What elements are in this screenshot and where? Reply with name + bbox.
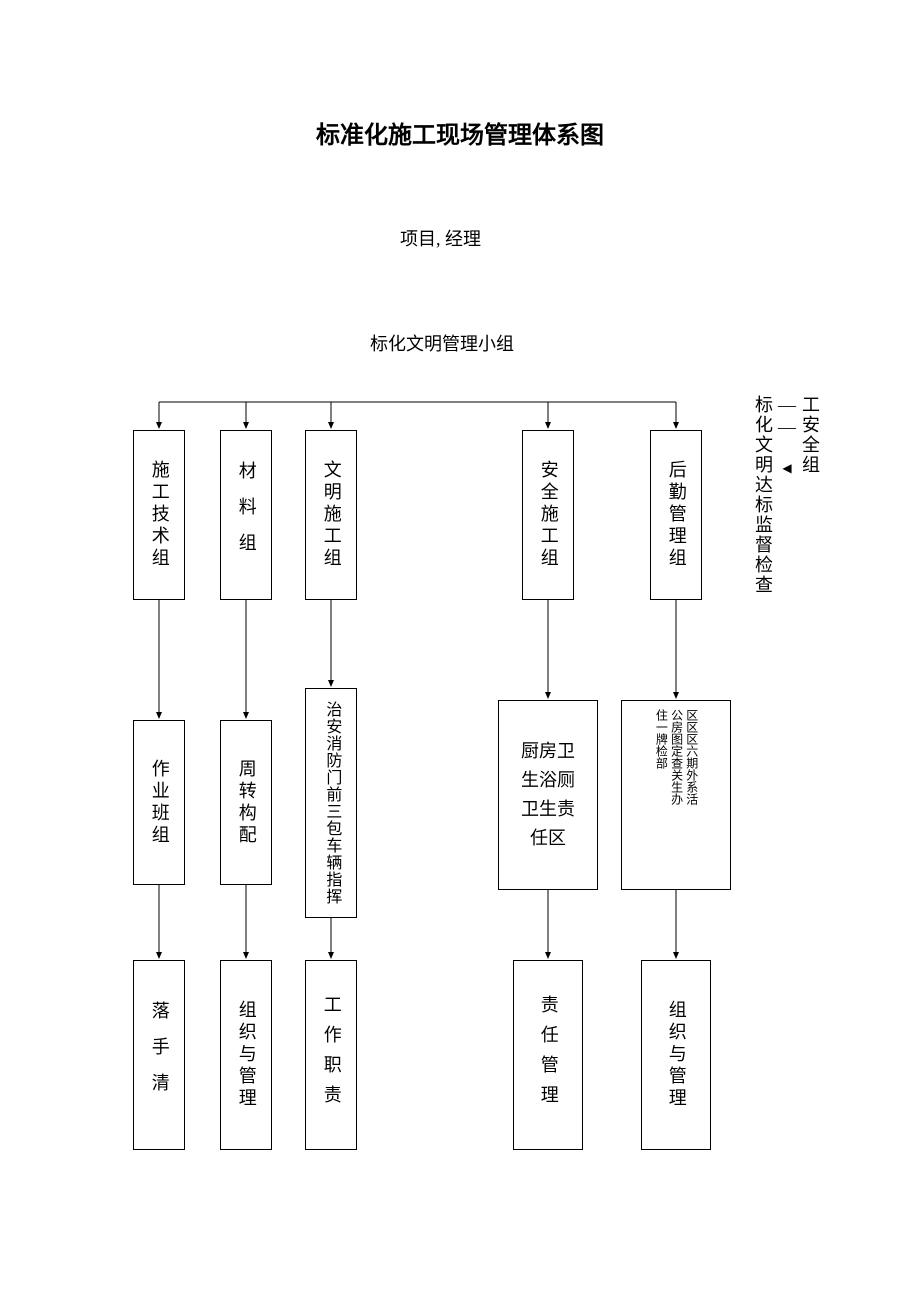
col2-row2-box: 治安消防门前三包车辆指挥 bbox=[305, 688, 357, 918]
col1-row1-text: 材料组 bbox=[234, 461, 257, 569]
col0-row1-box: 施工技术组 bbox=[133, 430, 185, 600]
col4-row1-box: 后勤管理组 bbox=[650, 430, 702, 600]
col2-row1-text: 文明施工组 bbox=[319, 460, 342, 570]
col1-row3-box: 组织与管理 bbox=[220, 960, 272, 1150]
col0-row1-text: 施工技术组 bbox=[147, 460, 170, 570]
col3-row1-box: 安全施工组 bbox=[522, 430, 574, 600]
col0-row3-text: 落手清 bbox=[147, 1001, 170, 1109]
col2-row3-text: 工作职责 bbox=[319, 995, 342, 1115]
col2-row1-box: 文明施工组 bbox=[305, 430, 357, 600]
col1-row1-box: 材料组 bbox=[220, 430, 272, 600]
col0-row2-box: 作业班组 bbox=[133, 720, 185, 885]
management-group-label: 标化文明管理小组 bbox=[370, 330, 514, 356]
col2-row2-text: 治安消防门前三包车辆指挥 bbox=[321, 701, 342, 905]
project-manager-label: 项目, 经理 bbox=[400, 225, 481, 251]
col3-row3-text: 责任管理 bbox=[536, 995, 559, 1115]
col1-row2-box: 周转构配 bbox=[220, 720, 272, 885]
col1-row2-text: 周转构配 bbox=[234, 759, 257, 847]
col3-row2-box: 厨房卫生浴厕卫生责任区 bbox=[498, 700, 598, 890]
col4-row2-col2: 区区区六期外系活 bbox=[685, 709, 698, 805]
col3-row1-text: 安全施工组 bbox=[536, 460, 559, 570]
col3-row3-box: 责任管理 bbox=[513, 960, 583, 1150]
col3-row2-text: 厨房卫生浴厕卫生责任区 bbox=[521, 737, 575, 852]
col0-row2-text: 作业班组 bbox=[147, 759, 170, 847]
col4-row3-text: 组织与管理 bbox=[664, 1000, 687, 1110]
side-label-top: 工安全组 bbox=[800, 395, 820, 475]
col4-row1-text: 后勤管理组 bbox=[664, 460, 687, 570]
col4-row2-col1: 公房图定查关生办 bbox=[669, 709, 682, 805]
page-title: 标准化施工现场管理体系图 bbox=[0, 115, 920, 150]
col4-row2-box: 区区区六期外系活 公房图定查关生办 住一牌检部 bbox=[621, 700, 731, 890]
col0-row3-box: 落手清 bbox=[133, 960, 185, 1150]
side-label-sep: —— bbox=[777, 395, 797, 439]
col4-row3-box: 组织与管理 bbox=[641, 960, 711, 1150]
col4-row2-col0: 住一牌检部 bbox=[654, 709, 667, 769]
col2-row3-box: 工作职责 bbox=[305, 960, 357, 1150]
side-label: 工安全组 —— ◀ 标化文明达标监督检查 bbox=[750, 395, 823, 595]
side-label-arrow: ◀ bbox=[780, 461, 794, 477]
side-label-bottom: 标化文明达标监督检查 bbox=[753, 395, 773, 595]
col1-row3-text: 组织与管理 bbox=[234, 1000, 257, 1110]
